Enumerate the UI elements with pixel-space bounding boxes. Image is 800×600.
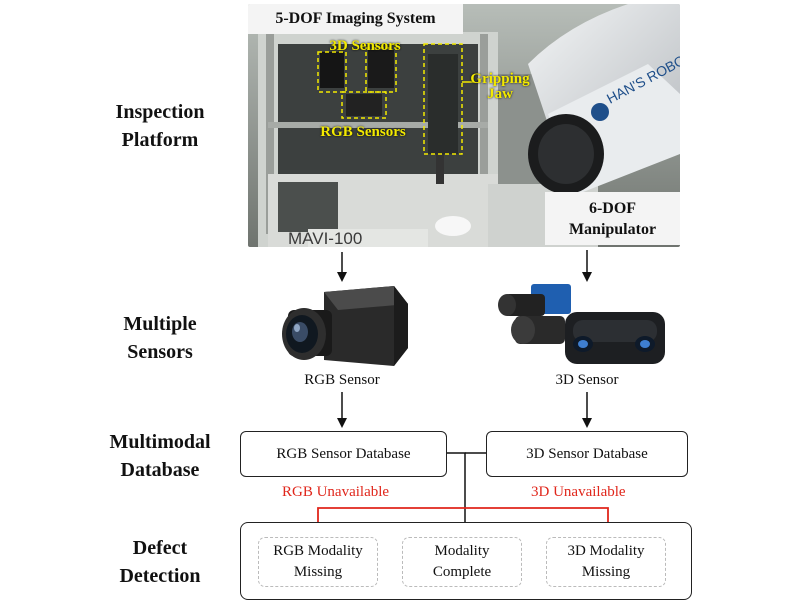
modality-complete-label: Modality Complete xyxy=(432,543,492,580)
3d-unavailable-label: 3D Unavailable xyxy=(531,484,626,500)
3d-modality-missing-box: 3D Modality Missing xyxy=(546,537,666,587)
row-label-text: Multimodal Database xyxy=(109,431,211,481)
photo-title: 5-DOF Imaging System xyxy=(248,4,463,34)
manipulator-label: 6-DOF Manipulator xyxy=(545,192,680,245)
row-label-multimodal-database: Multimodal Database xyxy=(95,428,225,484)
3d-database-label: 3D Sensor Database xyxy=(526,445,648,462)
rgb-sensor-database: RGB Sensor Database xyxy=(240,431,447,477)
row-label-text: Multiple Sensors xyxy=(123,313,197,363)
row-label-text: Defect Detection xyxy=(119,537,201,587)
row-label-text: Inspection Platform xyxy=(115,101,205,151)
3d-modality-missing-label: 3D Modality Missing xyxy=(567,543,645,580)
row-label-defect-detection: Defect Detection xyxy=(95,534,225,590)
3d-sensor-caption: 3D Sensor xyxy=(555,372,619,388)
machine-label: MAVI-100 xyxy=(288,229,362,247)
row-label-inspection-platform: Inspection Platform xyxy=(95,98,225,154)
annotation-rgb-sensors: RGB Sensors xyxy=(320,124,406,140)
3d-camera-icon xyxy=(498,284,665,364)
row-label-multiple-sensors: Multiple Sensors xyxy=(95,310,225,366)
rgb-modality-missing-label: RGB Modality Missing xyxy=(273,543,363,580)
rgb-unavailable-label: RGB Unavailable xyxy=(282,484,390,500)
3d-sensor-database: 3D Sensor Database xyxy=(486,431,688,477)
rgb-sensor-caption: RGB Sensor xyxy=(304,372,380,388)
rgb-modality-missing-box: RGB Modality Missing xyxy=(258,537,378,587)
rgb-camera-icon xyxy=(282,286,408,366)
inspection-platform-photo: MAVI-100 HAN'S ROBOT 5-DOF Imaging Syste… xyxy=(248,4,680,247)
annotation-3d-sensors: 3D Sensors xyxy=(329,38,401,54)
platform-photo-illustration: MAVI-100 HAN'S ROBOT xyxy=(248,4,680,247)
modality-complete-box: Modality Complete xyxy=(402,537,522,587)
manipulator-label-text: 6-DOF Manipulator xyxy=(568,199,657,238)
line-rgb-db-to-complete xyxy=(447,452,470,534)
annotation-gripping-jaw: Gripping Jaw xyxy=(470,71,530,102)
rgb-database-label: RGB Sensor Database xyxy=(276,445,411,462)
